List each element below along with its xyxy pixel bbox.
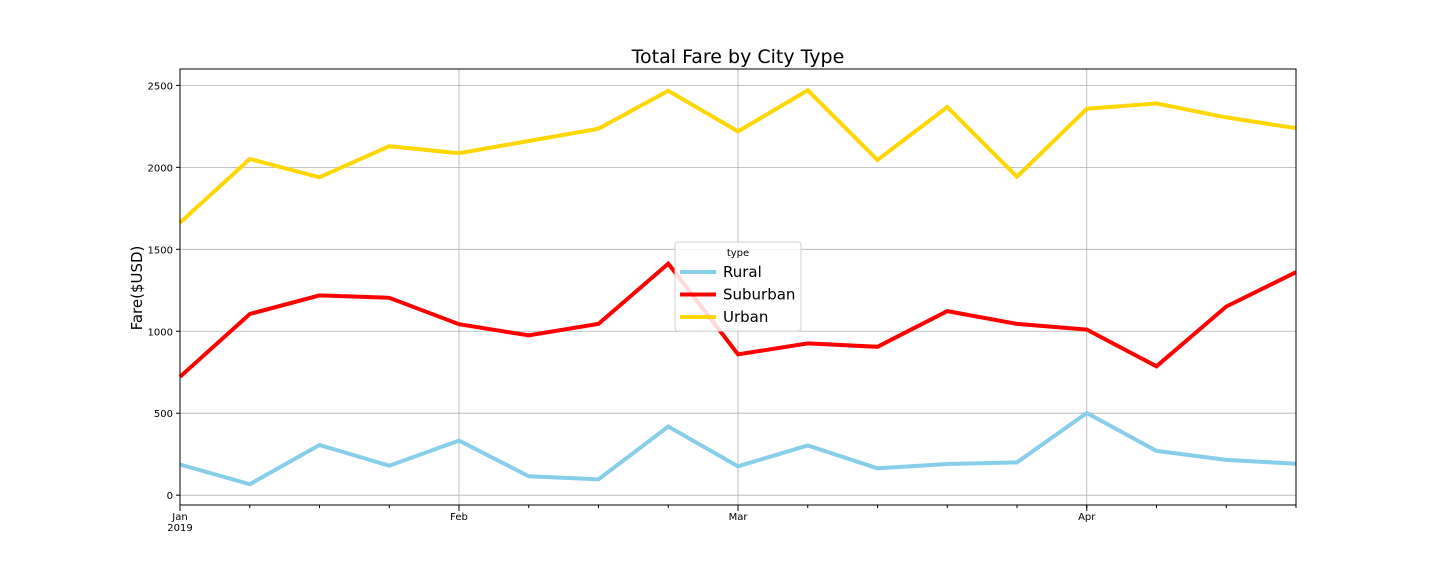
- legend-box: [674, 241, 802, 332]
- y-tick-label: 1500: [148, 245, 173, 256]
- series-line-rural: [179, 410, 1297, 487]
- y-tick-label: 1000: [148, 327, 173, 338]
- series-line-suburban: [178, 260, 1297, 379]
- y-axis-label: Fare($USD): [128, 246, 146, 331]
- legend-label-suburban: Suburban: [723, 286, 795, 304]
- x-tick-label: Apr: [1078, 512, 1096, 523]
- y-tick-label: 2500: [148, 81, 173, 92]
- series-lines: [178, 87, 1297, 487]
- x-tick-label: Mar: [729, 512, 749, 523]
- series-line-urban: [178, 87, 1297, 225]
- x-tick-label: Feb: [450, 512, 468, 523]
- legend: type Rural Suburban Urban: [674, 241, 802, 332]
- chart-title: Total Fare by City Type: [631, 46, 845, 68]
- legend-label-rural: Rural: [723, 263, 762, 281]
- y-tick-label: 0: [167, 491, 173, 502]
- x-tick-sublabel: 2019: [167, 523, 192, 534]
- y-tick-label: 2000: [148, 163, 173, 174]
- x-tick-label: Jan: [171, 512, 187, 523]
- legend-label-urban: Urban: [723, 308, 768, 326]
- y-tick-label: 500: [154, 409, 173, 420]
- legend-title: type: [727, 248, 749, 259]
